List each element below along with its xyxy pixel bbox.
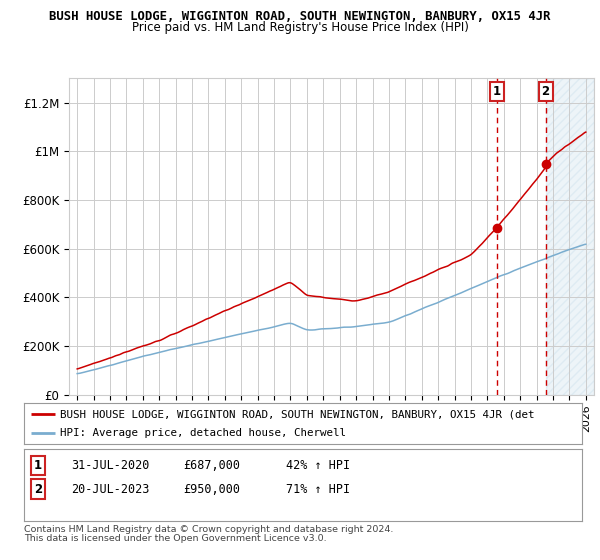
Text: Contains HM Land Registry data © Crown copyright and database right 2024.: Contains HM Land Registry data © Crown c… [24, 525, 394, 534]
Text: £687,000: £687,000 [183, 459, 240, 472]
Text: 1: 1 [493, 85, 501, 99]
Text: This data is licensed under the Open Government Licence v3.0.: This data is licensed under the Open Gov… [24, 534, 326, 543]
Text: BUSH HOUSE LODGE, WIGGINTON ROAD, SOUTH NEWINGTON, BANBURY, OX15 4JR (det: BUSH HOUSE LODGE, WIGGINTON ROAD, SOUTH … [60, 409, 535, 419]
Bar [545, 78, 594, 395]
Text: HPI: Average price, detached house, Cherwell: HPI: Average price, detached house, Cher… [60, 428, 346, 438]
Text: Price paid vs. HM Land Registry's House Price Index (HPI): Price paid vs. HM Land Registry's House … [131, 21, 469, 34]
Text: £950,000: £950,000 [183, 483, 240, 496]
Text: 1: 1 [34, 459, 42, 472]
Text: 31-JUL-2020: 31-JUL-2020 [71, 459, 150, 472]
Text: BUSH HOUSE LODGE, WIGGINTON ROAD, SOUTH NEWINGTON, BANBURY, OX15 4JR: BUSH HOUSE LODGE, WIGGINTON ROAD, SOUTH … [49, 10, 551, 22]
Text: 71% ↑ HPI: 71% ↑ HPI [286, 483, 350, 496]
Text: 2: 2 [542, 85, 550, 99]
Text: 42% ↑ HPI: 42% ↑ HPI [286, 459, 350, 472]
Text: 2: 2 [34, 483, 42, 496]
Text: 20-JUL-2023: 20-JUL-2023 [71, 483, 150, 496]
